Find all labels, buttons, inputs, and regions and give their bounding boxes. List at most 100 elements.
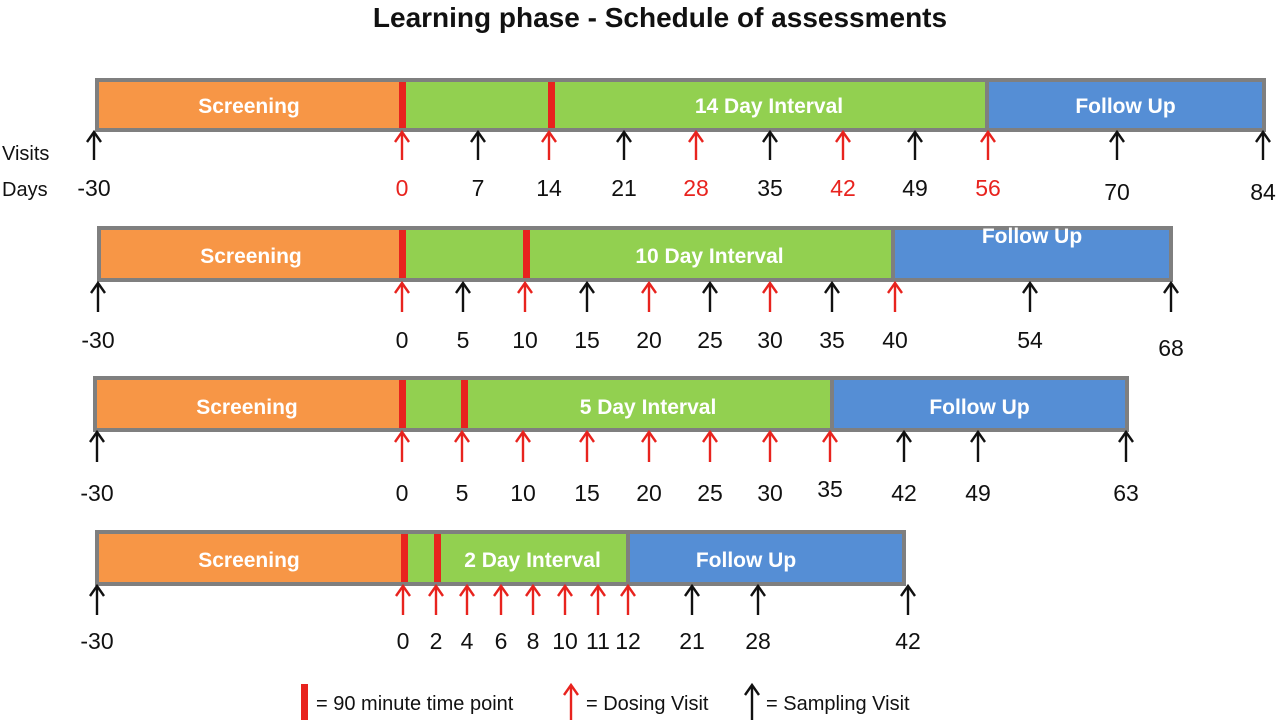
day-label: 28 [745, 628, 771, 654]
interval-label: 5 Day Interval [580, 396, 717, 419]
day-label: 2 [430, 628, 443, 654]
day-label: 0 [396, 327, 409, 353]
sampling-visit-arrow [684, 583, 700, 615]
day-label: 0 [397, 628, 410, 654]
dosing-visit-arrow [590, 583, 606, 615]
screening-segment [95, 378, 402, 430]
legend-sampling-text: = Sampling Visit [766, 693, 910, 715]
follow-up-segment [987, 80, 1264, 130]
day-label: 20 [636, 480, 662, 506]
legend-dosing-arrow-icon [563, 682, 579, 720]
day-label: 30 [757, 327, 783, 353]
timeline-border [93, 376, 1129, 432]
follow-up-segment [832, 378, 1127, 430]
dosing-visit-arrow [493, 583, 509, 615]
day-label: 0 [396, 480, 409, 506]
dosing-visit-arrow [394, 129, 410, 160]
day-label: 7 [472, 175, 485, 201]
dosing-visit-arrow [641, 429, 657, 462]
day-label: 21 [679, 628, 705, 654]
day-label: 84 [1250, 179, 1276, 205]
day-label: 42 [830, 175, 856, 201]
day-label: 10 [510, 480, 536, 506]
dosing-visit-arrow [822, 429, 838, 462]
legend-marker-swatch [301, 684, 308, 720]
day-label: 15 [574, 327, 600, 353]
day-label: 42 [895, 628, 921, 654]
day-label: 28 [683, 175, 709, 201]
dosing-visit-arrow [459, 583, 475, 615]
day-label: 14 [536, 175, 562, 201]
day-label: 25 [697, 480, 723, 506]
sampling-visit-arrow [1109, 129, 1125, 160]
legend-sampling-arrow-icon [744, 682, 760, 720]
visits-row-label: Visits [2, 143, 49, 165]
dosing-visit-arrow [515, 429, 531, 462]
day-label: 56 [975, 175, 1001, 201]
sampling-visit-arrow [970, 429, 986, 462]
day-label: 21 [611, 175, 637, 201]
timeline-4: Screening 2 Day Interval Follow Up -30 0 2 4 6 8… [80, 530, 921, 654]
sampling-visit-arrow [702, 280, 718, 312]
dosing-visit-arrow [762, 280, 778, 312]
day-label: 5 [457, 327, 470, 353]
day-label: 12 [615, 628, 641, 654]
ninety-minute-marker [399, 380, 406, 428]
sampling-visit-arrow [89, 429, 105, 462]
sampling-visit-arrow [900, 583, 916, 615]
day-label: 35 [817, 476, 843, 502]
screening-label: Screening [198, 95, 300, 118]
interval-segment [402, 378, 832, 430]
follow-up-label: Follow Up [696, 549, 796, 572]
dosing-visit-arrow [702, 429, 718, 462]
dosing-visit-arrow [541, 129, 557, 160]
interval-label: 10 Day Interval [635, 245, 783, 268]
dosing-visit-arrow [762, 429, 778, 462]
legend: = 90 minute time point = Dosing Visit = Sa… [301, 682, 910, 720]
sampling-visit-arrow [750, 583, 766, 615]
legend-dosing-text: = Dosing Visit [586, 693, 709, 715]
day-label: 11 [586, 628, 610, 654]
timeline-border [95, 78, 1266, 132]
screening-label: Screening [196, 396, 298, 419]
day-label: 8 [527, 628, 540, 654]
day-label: 10 [512, 327, 538, 353]
sampling-visit-arrow [1255, 129, 1271, 160]
day-label: -30 [80, 480, 113, 506]
sampling-visit-arrow [824, 280, 840, 312]
screening-segment [99, 228, 402, 280]
sampling-visit-arrow [86, 129, 102, 160]
day-label: -30 [81, 327, 114, 353]
interval-segment [402, 228, 893, 280]
sampling-visit-arrow [455, 280, 471, 312]
follow-up-label: Follow Up [929, 396, 1029, 419]
day-label: 20 [636, 327, 662, 353]
day-label: 5 [456, 480, 469, 506]
day-label: 68 [1158, 335, 1184, 361]
day-label: 4 [461, 628, 474, 654]
ninety-minute-marker [523, 230, 530, 278]
timeline-1: Screening 14 Day Interval Follow Up -30 0 7 14… [77, 78, 1276, 205]
ninety-minute-marker [399, 230, 406, 278]
day-label: 15 [574, 480, 600, 506]
timeline-2: Screening 10 Day Interval Follow Up -30 0 5 10… [81, 225, 1183, 361]
dosing-visit-arrow [620, 583, 636, 615]
dosing-visit-arrow [579, 429, 595, 462]
sampling-visit-arrow [579, 280, 595, 312]
day-label: -30 [80, 628, 113, 654]
day-label: 10 [552, 628, 578, 654]
ninety-minute-marker [548, 82, 555, 128]
screening-segment [97, 80, 402, 130]
follow-up-segment [628, 532, 904, 584]
diagram-title: Learning phase - Schedule of assessments [373, 2, 947, 33]
sampling-visit-arrow [1118, 429, 1134, 462]
day-label: 6 [495, 628, 508, 654]
day-label: 40 [882, 327, 908, 353]
dosing-visit-arrow [688, 129, 704, 160]
legend-marker-text: = 90 minute time point [316, 693, 514, 715]
day-label: 35 [819, 327, 845, 353]
dosing-visit-arrow [395, 583, 411, 615]
interval-label: 2 Day Interval [464, 549, 601, 572]
timeline-3: Screening 5 Day Interval Follow Up -30 0 5 10 1… [80, 376, 1139, 506]
